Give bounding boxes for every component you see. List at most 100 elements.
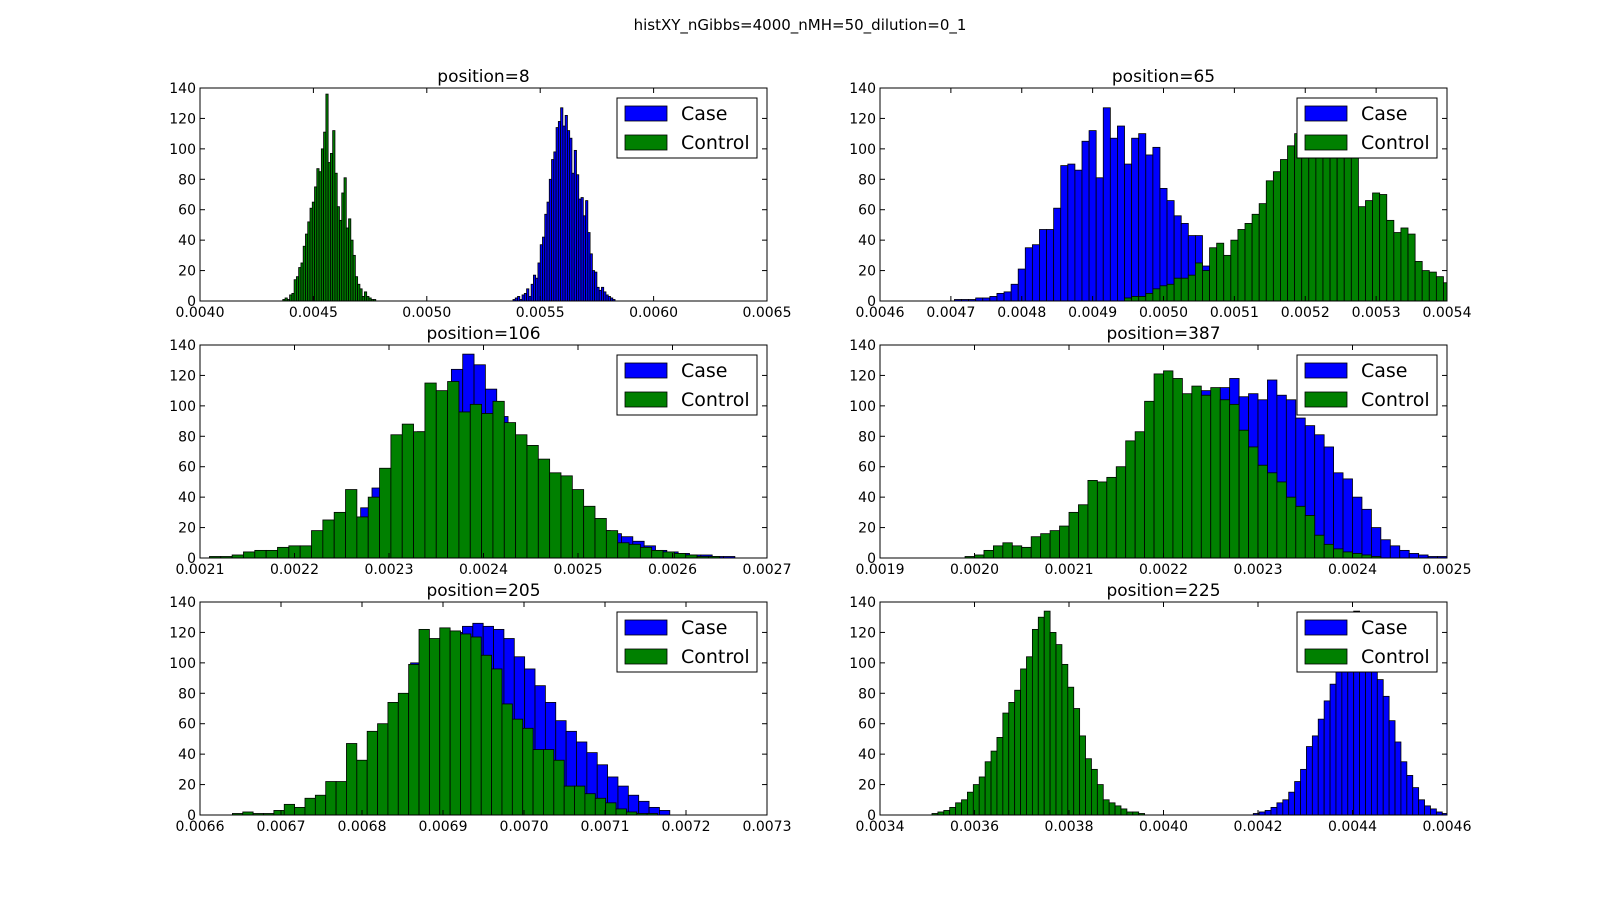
y-tick-label: 100	[169, 142, 196, 158]
subplot-5: 0.0034 0.0036 0.0038 0.0040 0.0042 0.0044 0.00…	[849, 581, 1471, 835]
bar-control	[537, 458, 551, 558]
bar-case	[1380, 539, 1391, 558]
bar-control	[1238, 429, 1249, 558]
bar-control	[983, 549, 994, 558]
bar-control	[594, 518, 607, 558]
legend-label-case: Case	[681, 103, 728, 125]
bar-control	[1049, 632, 1057, 815]
bar-control	[583, 505, 596, 558]
bar-control	[1067, 686, 1075, 815]
x-tick-label: 0.0044	[1328, 819, 1377, 835]
y-tick-label: 60	[178, 717, 196, 733]
bar-control	[993, 545, 1004, 558]
bar-control	[491, 668, 503, 815]
x-tick-label: 0.0036	[950, 819, 999, 835]
bar-control	[424, 382, 437, 558]
bar-control	[532, 749, 544, 815]
y-tick-label: 100	[849, 399, 876, 415]
bar-control	[628, 543, 641, 558]
bar-control	[1237, 229, 1246, 301]
bar-control	[1134, 431, 1146, 558]
legend-label-control: Control	[681, 646, 750, 668]
bar-control	[1014, 689, 1021, 815]
bar-control	[1500, 299, 1507, 301]
bar-case	[1282, 799, 1290, 815]
bar-control	[1251, 213, 1260, 301]
bar-case	[1145, 154, 1154, 301]
y-tick-label: 60	[858, 717, 876, 733]
bar-control	[401, 423, 414, 558]
bar-control	[397, 692, 410, 815]
bar-control	[1244, 223, 1253, 301]
bar-control	[673, 553, 687, 558]
x-tick-label: 0.0051	[1210, 305, 1259, 321]
bar-case	[1371, 527, 1382, 558]
y-tick-label: 40	[178, 233, 196, 249]
legend-swatch-control	[1304, 648, 1348, 665]
bar-control	[943, 810, 951, 815]
bar-control	[335, 781, 347, 815]
bar-control	[1287, 145, 1296, 301]
x-tick-label: 0.0067	[257, 819, 306, 835]
bar-control	[511, 718, 524, 815]
bar-control	[418, 628, 430, 815]
x-tick-label: 0.0046	[1423, 819, 1472, 835]
y-tick-label: 140	[849, 81, 876, 97]
subplot-3: 0.0019 0.0020 0.0021 0.0022 0.0023 0.0024 0.00…	[849, 324, 1471, 578]
bar-control	[574, 785, 586, 815]
subplot-grid: 0.0040 0.0045 0.0050 0.0055 0.0060 0.0065 0 20 4…	[169, 67, 1507, 835]
bar-control	[1421, 270, 1430, 301]
bar-control	[1061, 663, 1069, 815]
bar-case	[1294, 781, 1301, 815]
bar-control	[967, 791, 974, 815]
bar-control	[1479, 296, 1486, 301]
bar-case	[1095, 177, 1104, 301]
bar-control	[1407, 233, 1416, 301]
y-tick-label: 40	[178, 490, 196, 506]
bar-control	[1295, 505, 1306, 558]
bar-control	[605, 530, 619, 558]
y-tick-label: 120	[169, 368, 196, 384]
subplot-title: position=205	[426, 581, 540, 601]
x-tick-label: 0.0073	[743, 819, 792, 835]
bar-control	[501, 703, 513, 815]
bar-control	[1301, 151, 1310, 301]
bar-case	[1131, 137, 1140, 301]
y-tick-label: 140	[849, 338, 876, 354]
bar-control	[304, 797, 316, 815]
y-tick-label: 20	[178, 521, 196, 537]
bar-control	[1451, 287, 1458, 301]
bar-case	[1342, 478, 1353, 558]
bar-control	[1350, 151, 1359, 301]
bar-case	[1323, 446, 1335, 558]
bar-control	[294, 806, 306, 815]
x-tick-label: 0.0038	[1045, 819, 1094, 835]
x-tick-label: 0.0072	[662, 819, 711, 835]
y-tick-label: 120	[849, 368, 876, 384]
bar-control	[515, 434, 528, 558]
x-tick-label: 0.0019	[856, 562, 905, 578]
bar-control	[1308, 153, 1317, 301]
bar-control	[460, 633, 472, 815]
x-tick-label: 0.0052	[1281, 305, 1330, 321]
y-tick-label: 140	[169, 338, 196, 354]
x-tick-label: 0.0049	[1068, 305, 1117, 321]
bar-control	[978, 776, 986, 815]
y-tick-label: 120	[169, 625, 196, 641]
bar-control	[1322, 137, 1331, 301]
bar-control	[1294, 133, 1303, 301]
bar-case	[1329, 683, 1337, 815]
bars-group	[931, 610, 1447, 815]
x-tick-label: 0.0071	[581, 819, 630, 835]
bar-control	[1172, 378, 1183, 558]
bar-control	[1068, 511, 1079, 558]
bar-control	[1229, 403, 1240, 558]
x-tick-label: 0.0021	[1045, 562, 1094, 578]
bar-control	[651, 549, 664, 558]
bar-case	[1382, 695, 1390, 815]
bar-control	[543, 749, 555, 815]
bar-control	[1096, 481, 1108, 558]
bar-control	[1040, 533, 1051, 558]
